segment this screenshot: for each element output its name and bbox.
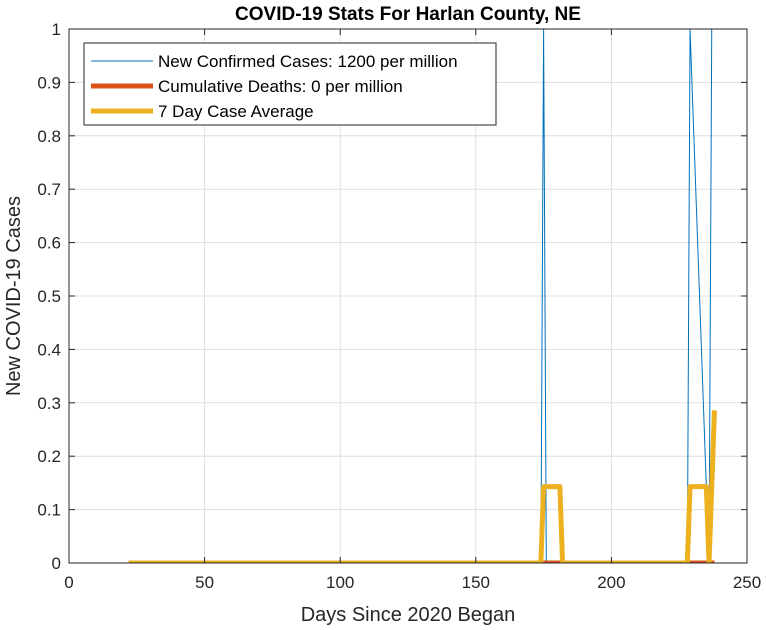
x-tick-label: 250: [733, 573, 761, 592]
y-tick-label: 0.6: [37, 234, 61, 253]
y-tick-label: 0.2: [37, 447, 61, 466]
y-tick-label: 0.9: [37, 73, 61, 92]
y-axis-label: New COVID-19 Cases: [3, 196, 25, 396]
x-tick-label: 100: [326, 573, 354, 592]
chart-title: COVID-19 Stats For Harlan County, NE: [235, 4, 581, 25]
ticks: [68, 28, 748, 564]
series-line-2: [128, 410, 717, 563]
x-tick-label: 200: [597, 573, 625, 592]
legend-label-1: Cumulative Deaths: 0 per million: [158, 77, 403, 96]
y-tick-label: 0: [52, 554, 61, 573]
y-tick-label: 0.5: [37, 287, 61, 306]
y-tick-label: 1: [52, 20, 61, 39]
y-tick-label: 0.1: [37, 501, 61, 520]
x-tick-label: 150: [462, 573, 490, 592]
x-tick-label: 0: [64, 573, 73, 592]
y-tick-label: 0.3: [37, 394, 61, 413]
y-tick-label: 0.8: [37, 127, 61, 146]
legend-label-0: New Confirmed Cases: 1200 per million: [158, 52, 458, 71]
legend-entries: New Confirmed Cases: 1200 per million Cum…: [91, 52, 458, 121]
y-tick-label: 0.4: [37, 340, 61, 359]
legend-label-2: 7 Day Case Average: [158, 102, 314, 121]
y-tick-label: 0.7: [37, 180, 61, 199]
legend: New Confirmed Cases: 1200 per million Cum…: [83, 42, 497, 126]
series-layer: [128, 29, 717, 563]
x-axis-label: Days Since 2020 Began: [301, 604, 516, 626]
tick-labels: 0 50 100 150 200 250 0 0.1 0.2 0.3 0.4 0.5 0.6 0.7 0.8…: [37, 20, 761, 592]
x-tick-label: 50: [195, 573, 214, 592]
series-line-0: [128, 29, 715, 563]
